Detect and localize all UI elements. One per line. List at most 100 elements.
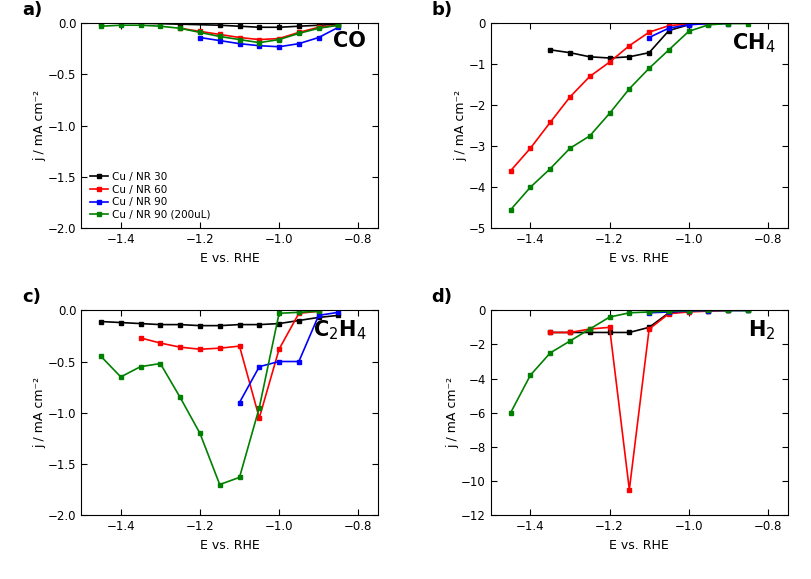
Cu / NR 60 <box>663 310 673 317</box>
Cu / NR 30 <box>545 46 555 53</box>
Cu / NR 90 (200uL) <box>333 22 343 29</box>
Cu / NR 90 (200uL) <box>155 23 165 30</box>
Cu / NR 90 <box>703 307 713 314</box>
Cu / NR 60 <box>505 167 515 174</box>
Cu / NR 90 <box>234 399 244 406</box>
Cu / NR 60 <box>683 20 693 27</box>
Line: Cu / NR 60: Cu / NR 60 <box>138 309 320 420</box>
Cu / NR 90 (200uL) <box>313 308 323 315</box>
Cu / NR 60 <box>175 25 185 32</box>
Cu / NR 60 <box>294 29 303 36</box>
Cu / NR 90 (200uL) <box>564 338 574 345</box>
Cu / NR 60 <box>254 36 264 43</box>
Cu / NR 60 <box>683 309 693 316</box>
Cu / NR 60 <box>584 325 594 332</box>
Cu / NR 30 <box>564 49 574 56</box>
Cu / NR 90 <box>313 312 323 319</box>
Cu / NR 90 <box>333 309 343 316</box>
Cu / NR 90 (200uL) <box>505 409 515 416</box>
Cu / NR 90 (200uL) <box>254 404 264 411</box>
Cu / NR 60 <box>175 344 185 351</box>
Cu / NR 90 <box>643 34 653 41</box>
Cu / NR 60 <box>545 329 555 336</box>
Cu / NR 90 (200uL) <box>175 394 185 401</box>
Cu / NR 90 (200uL) <box>545 350 555 357</box>
Cu / NR 30 <box>604 329 614 336</box>
Text: CO: CO <box>333 31 366 52</box>
Line: Cu / NR 90 (200uL): Cu / NR 90 (200uL) <box>508 21 749 212</box>
Cu / NR 60 <box>703 20 713 27</box>
Cu / NR 30 <box>643 49 653 56</box>
Cu / NR 60 <box>135 335 145 342</box>
Cu / NR 90 <box>215 37 225 44</box>
Line: Cu / NR 90: Cu / NR 90 <box>646 308 749 315</box>
Cu / NR 30 <box>254 24 264 31</box>
Legend: Cu / NR 30, Cu / NR 60, Cu / NR 90, Cu / NR 90 (200uL): Cu / NR 30, Cu / NR 60, Cu / NR 90, Cu /… <box>86 169 214 223</box>
Cu / NR 90 (200uL) <box>564 145 574 152</box>
Cu / NR 90 <box>195 34 204 41</box>
Cu / NR 90 <box>663 309 673 316</box>
Line: Cu / NR 90 (200uL): Cu / NR 90 (200uL) <box>98 23 341 45</box>
Cu / NR 30 <box>215 322 225 329</box>
Cu / NR 60 <box>604 58 614 65</box>
Cu / NR 30 <box>234 321 244 328</box>
Text: a): a) <box>22 1 42 19</box>
Cu / NR 30 <box>683 21 693 28</box>
Cu / NR 90 (200uL) <box>313 25 323 32</box>
Cu / NR 30 <box>584 329 594 336</box>
Cu / NR 30 <box>175 321 185 328</box>
Line: Cu / NR 90: Cu / NR 90 <box>237 310 341 405</box>
Cu / NR 60 <box>624 486 633 493</box>
X-axis label: E vs. RHE: E vs. RHE <box>608 252 668 265</box>
Cu / NR 90 (200uL) <box>624 309 633 316</box>
Cu / NR 30 <box>742 307 752 314</box>
Cu / NR 30 <box>683 307 693 314</box>
Cu / NR 90 (200uL) <box>274 36 284 43</box>
Text: CH$_4$: CH$_4$ <box>732 31 775 55</box>
Cu / NR 60 <box>234 343 244 350</box>
Cu / NR 60 <box>663 22 673 29</box>
Cu / NR 60 <box>313 308 323 315</box>
Cu / NR 60 <box>195 28 204 35</box>
Line: Cu / NR 60: Cu / NR 60 <box>178 23 341 42</box>
Cu / NR 30 <box>135 20 145 27</box>
Cu / NR 90 <box>333 24 343 31</box>
Cu / NR 90 <box>254 42 264 49</box>
Cu / NR 90 <box>683 307 693 314</box>
Cu / NR 90 (200uL) <box>545 165 555 172</box>
Text: H$_2$: H$_2$ <box>747 318 775 342</box>
Cu / NR 30 <box>584 53 594 60</box>
Cu / NR 90 (200uL) <box>604 314 614 321</box>
Cu / NR 30 <box>135 320 145 327</box>
Cu / NR 90 (200uL) <box>294 30 303 37</box>
Cu / NR 90 <box>274 358 284 365</box>
Cu / NR 30 <box>313 314 323 321</box>
X-axis label: E vs. RHE: E vs. RHE <box>608 538 668 552</box>
Cu / NR 60 <box>584 73 594 80</box>
Line: Cu / NR 90: Cu / NR 90 <box>197 25 341 49</box>
Cu / NR 90 (200uL) <box>525 372 534 379</box>
Cu / NR 30 <box>294 23 303 30</box>
Cu / NR 30 <box>564 329 574 336</box>
Cu / NR 30 <box>313 22 323 29</box>
Cu / NR 30 <box>624 53 633 60</box>
Cu / NR 30 <box>703 307 713 314</box>
Cu / NR 30 <box>294 317 303 324</box>
Cu / NR 90 <box>703 20 713 27</box>
Text: C$_2$H$_4$: C$_2$H$_4$ <box>312 318 366 342</box>
Cu / NR 90 (200uL) <box>175 25 185 32</box>
Cu / NR 60 <box>525 145 534 152</box>
Cu / NR 90 (200uL) <box>703 307 713 314</box>
Cu / NR 60 <box>333 22 343 29</box>
Cu / NR 30 <box>215 22 225 29</box>
Line: Cu / NR 30: Cu / NR 30 <box>98 313 341 328</box>
Cu / NR 90 (200uL) <box>96 353 105 360</box>
Cu / NR 60 <box>564 94 574 101</box>
Cu / NR 30 <box>195 322 204 329</box>
Line: Cu / NR 30: Cu / NR 30 <box>98 21 341 30</box>
Text: d): d) <box>431 288 452 306</box>
Y-axis label: j / mA cm⁻²: j / mA cm⁻² <box>33 90 46 162</box>
Cu / NR 30 <box>663 27 673 34</box>
Cu / NR 90 (200uL) <box>703 21 713 28</box>
Line: Cu / NR 30: Cu / NR 30 <box>547 23 690 60</box>
